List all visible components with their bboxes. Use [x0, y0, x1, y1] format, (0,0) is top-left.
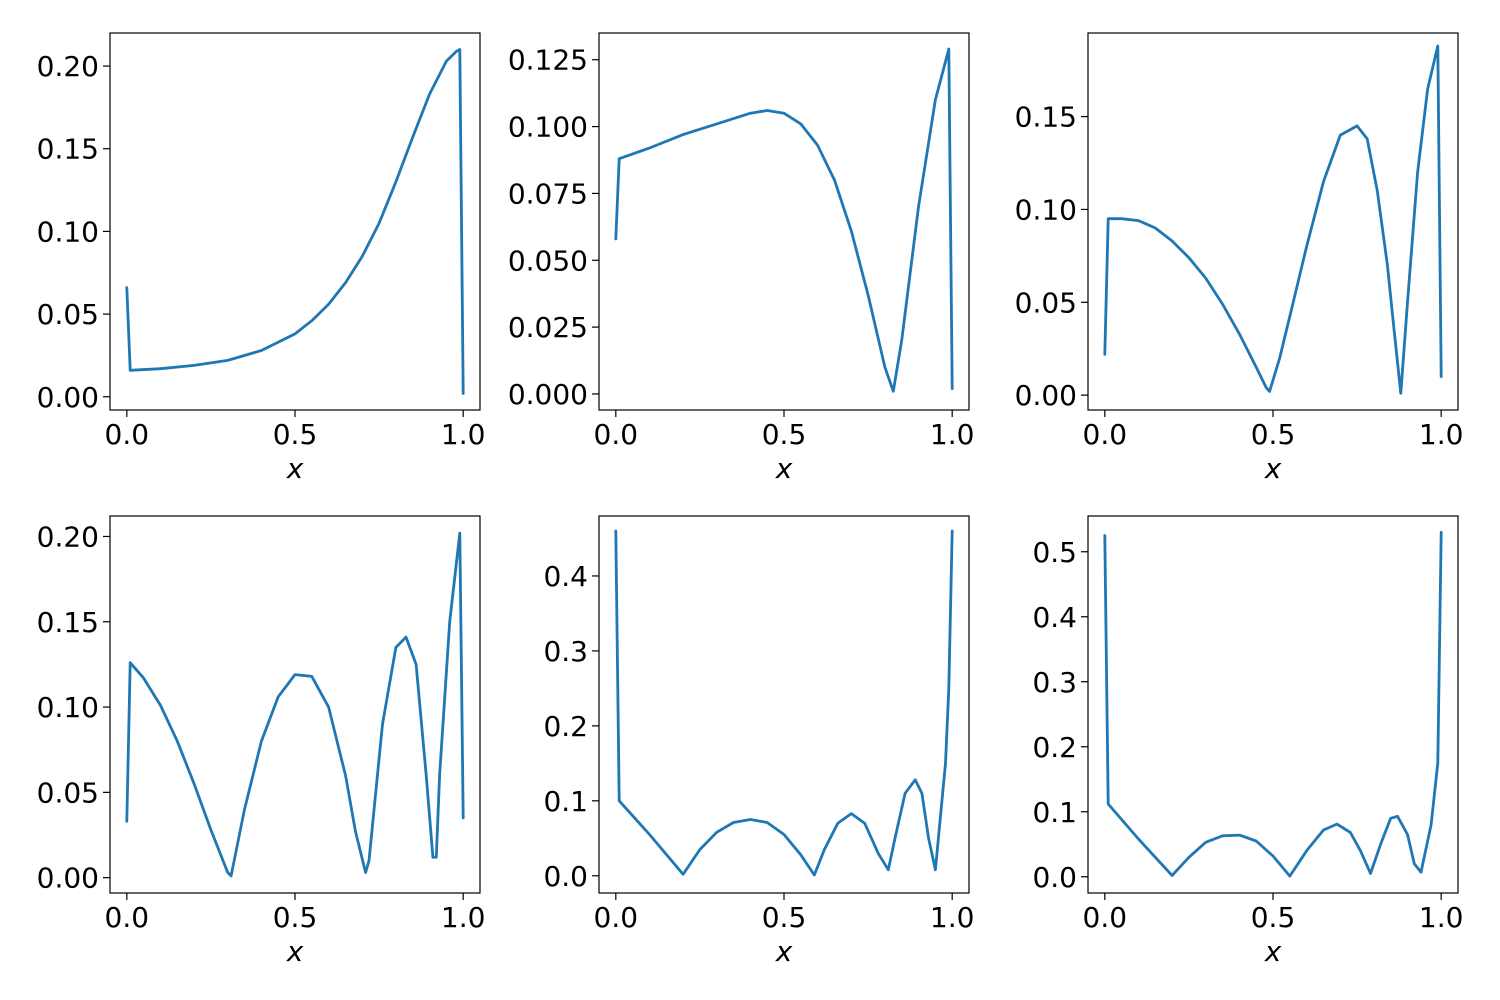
plot-frame: [109, 515, 481, 894]
y-tick-label: 0.0: [543, 860, 588, 893]
y-tick-label: 0.2: [543, 710, 588, 743]
subplot-5: 0.0 0.5 1.0 0.0 0.1 0.2 0.3 0.4 x: [543, 515, 975, 968]
y-tick-label: 0.10: [37, 215, 99, 248]
series-line-1: [125, 48, 465, 395]
series-line-1: [1103, 44, 1443, 395]
x-tick-label: 0.0: [1083, 901, 1128, 934]
x-tick-label: 1.0: [1419, 418, 1464, 451]
x-axis-label: x: [775, 935, 793, 968]
series-line-1: [125, 531, 465, 878]
y-tick-label: 0.00: [37, 381, 99, 414]
y-tick-label: 0.000: [508, 378, 588, 411]
x-tick-label: 0.0: [594, 901, 639, 934]
y-tick-label: 0.075: [508, 177, 588, 210]
x-axis-label: x: [286, 452, 304, 485]
x-tick-label: 0.5: [762, 418, 807, 451]
x-tick-label: 1.0: [1419, 901, 1464, 934]
plot-frame: [598, 32, 970, 411]
x-tick-label: 1.0: [441, 418, 486, 451]
y-tick-label: 0.3: [1032, 666, 1077, 699]
x-tick-label: 1.0: [930, 418, 975, 451]
subplot-1: 0.0 0.5 1.0 0.00 0.05 0.10 0.15 0.20 x: [37, 32, 486, 485]
x-tick-label: 0.5: [273, 418, 318, 451]
y-tick-label: 0.00: [1015, 379, 1077, 412]
x-tick-label: 1.0: [930, 901, 975, 934]
y-tick-label: 0.1: [543, 785, 588, 818]
x-axis-label: x: [286, 935, 304, 968]
y-tick-label: 0.050: [508, 244, 588, 277]
y-tick-label: 0.3: [543, 635, 588, 668]
x-tick-label: 0.0: [105, 418, 150, 451]
x-axis-label: x: [1264, 935, 1282, 968]
y-tick-label: 0.025: [508, 311, 588, 344]
y-tick-label: 0.4: [1032, 601, 1077, 634]
plot-frame: [1087, 515, 1459, 894]
y-tick-label: 0.10: [37, 691, 99, 724]
y-tick-label: 0.15: [37, 606, 99, 639]
subplot-2: 0.0 0.5 1.0 0.000 0.025 0.050 0.075 0.100 0.125 x: [508, 32, 975, 485]
series-line-1: [1103, 530, 1443, 878]
x-tick-label: 0.5: [273, 901, 318, 934]
x-axis-label: x: [775, 452, 793, 485]
y-tick-label: 0.05: [37, 298, 99, 331]
plot-frame: [109, 32, 481, 411]
series-line-1: [614, 529, 954, 877]
y-tick-label: 0.05: [37, 776, 99, 809]
series-line-1: [614, 47, 954, 393]
y-tick-label: 0.00: [37, 862, 99, 895]
y-tick-label: 0.100: [508, 111, 588, 144]
y-tick-label: 0.4: [543, 560, 588, 593]
y-tick-label: 0.125: [508, 44, 588, 77]
y-tick-label: 0.05: [1015, 286, 1077, 319]
x-tick-label: 0.0: [105, 901, 150, 934]
y-tick-label: 0.0: [1032, 861, 1077, 894]
y-tick-label: 0.15: [37, 133, 99, 166]
x-tick-label: 1.0: [441, 901, 486, 934]
x-tick-label: 0.0: [594, 418, 639, 451]
x-tick-label: 0.5: [762, 901, 807, 934]
x-tick-label: 0.5: [1251, 418, 1296, 451]
x-tick-label: 0.0: [1083, 418, 1128, 451]
subplot-4: 0.0 0.5 1.0 0.00 0.05 0.10 0.15 0.20 x: [37, 515, 486, 968]
y-tick-label: 0.2: [1032, 731, 1077, 764]
y-tick-label: 0.10: [1015, 193, 1077, 226]
x-tick-label: 0.5: [1251, 901, 1296, 934]
y-tick-label: 0.15: [1015, 101, 1077, 134]
y-tick-label: 0.20: [37, 50, 99, 83]
y-tick-label: 0.1: [1032, 796, 1077, 829]
y-tick-label: 0.20: [37, 520, 99, 553]
y-tick-label: 0.5: [1032, 536, 1077, 569]
subplot-6: 0.0 0.5 1.00.00.10.20.30.40.5x: [1032, 515, 1464, 968]
x-axis-label: x: [1264, 452, 1282, 485]
subplot-3: 0.0 0.5 1.0 0.00 0.05 0.10 0.15 x: [1015, 32, 1464, 485]
